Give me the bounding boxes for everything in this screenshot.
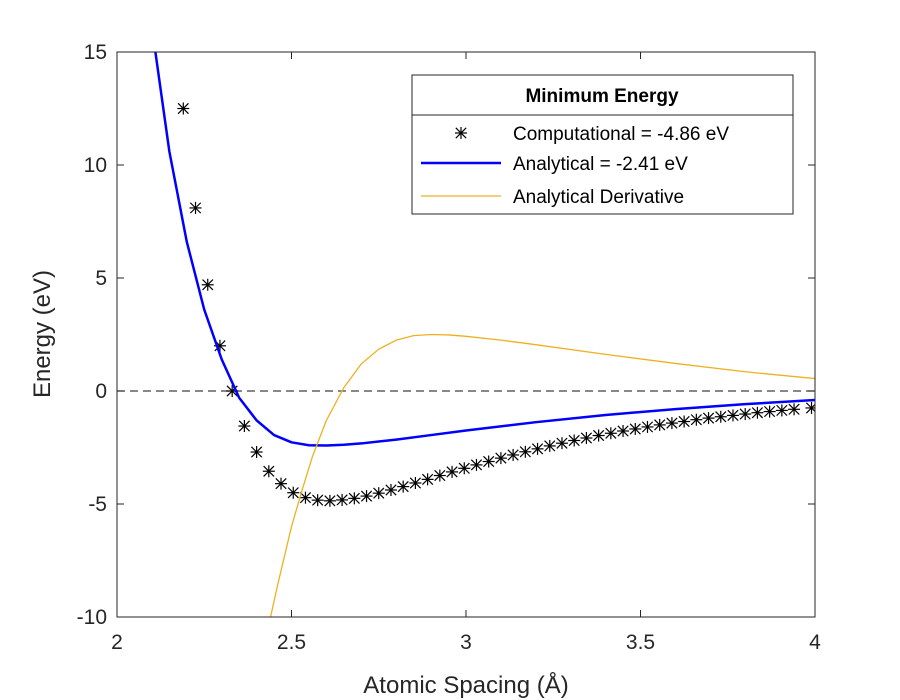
computational-data-point bbox=[189, 201, 202, 214]
computational-data-point bbox=[384, 483, 397, 496]
computational-data-point bbox=[714, 410, 727, 423]
computational-data-point bbox=[665, 417, 678, 430]
y-tick-label: -10 bbox=[77, 606, 107, 629]
legend-label-computational: Computational = -4.86 eV bbox=[513, 124, 729, 145]
computational-data-point bbox=[177, 102, 190, 115]
computational-data-point bbox=[629, 422, 642, 435]
computational-data-point bbox=[397, 480, 410, 493]
computational-data-point bbox=[201, 278, 214, 291]
computational-data-point bbox=[543, 439, 556, 452]
computational-data-point bbox=[641, 420, 654, 433]
computational-data-point bbox=[494, 452, 507, 465]
computational-data-point bbox=[433, 469, 446, 482]
computational-data-point bbox=[751, 406, 764, 419]
computational-data-point bbox=[653, 418, 666, 431]
computational-data-point bbox=[604, 427, 617, 440]
x-tick-label: 2.5 bbox=[277, 631, 306, 654]
computational-data-point bbox=[592, 429, 605, 442]
computational-data-point bbox=[580, 432, 593, 445]
computational-data-point bbox=[507, 448, 520, 461]
x-tick-label: 4 bbox=[809, 631, 821, 654]
y-axis-label: Energy (eV) bbox=[29, 270, 56, 398]
y-tick-label: 10 bbox=[84, 154, 107, 177]
y-tick-label: 15 bbox=[84, 41, 107, 64]
y-tick-label: 0 bbox=[95, 380, 107, 403]
legend: Minimum Energy Computational = -4.86 eV … bbox=[411, 74, 794, 215]
series-2 bbox=[269, 333, 815, 617]
y-tick-label: -5 bbox=[88, 493, 107, 516]
computational-data-point bbox=[739, 408, 752, 421]
computational-data-point bbox=[458, 462, 471, 475]
computational-data-point bbox=[421, 473, 434, 486]
computational-data-point bbox=[336, 493, 349, 506]
computational-data-point bbox=[348, 492, 361, 505]
legend-asterisk-marker bbox=[455, 127, 467, 139]
computational-data-point bbox=[482, 455, 495, 468]
computational-data-point bbox=[372, 487, 385, 500]
computational-data-point bbox=[323, 494, 336, 507]
computational-data-point bbox=[690, 413, 703, 426]
computational-data-point bbox=[568, 434, 581, 447]
x-tick-label: 2 bbox=[111, 631, 123, 654]
legend-title: Minimum Energy bbox=[525, 86, 679, 107]
analytical-energy-line bbox=[154, 52, 815, 447]
computational-data-point bbox=[519, 445, 532, 458]
axes-layer: 2 2.5 3 3.5 4 -10 -5 0 5 10 15 bbox=[77, 41, 822, 654]
computational-data-point bbox=[470, 458, 483, 471]
computational-data-point bbox=[775, 404, 788, 417]
computational-data-point bbox=[262, 465, 275, 478]
series-layer bbox=[154, 52, 815, 617]
computational-data-point bbox=[763, 405, 776, 418]
computational-data-point bbox=[311, 494, 324, 507]
x-tick-label: 3 bbox=[460, 631, 472, 654]
y-tick-label: 5 bbox=[95, 267, 107, 290]
computational-data-point bbox=[702, 412, 715, 425]
computational-data-point bbox=[287, 486, 300, 499]
computational-data-point bbox=[805, 401, 815, 414]
computational-data-point bbox=[299, 491, 312, 504]
computational-data-point bbox=[250, 446, 263, 459]
legend-label-derivative: Analytical Derivative bbox=[513, 187, 684, 208]
legend-entry-analytical: Analytical = -2.41 eV bbox=[421, 154, 688, 175]
computational-data-point bbox=[213, 339, 226, 352]
legend-label-analytical: Analytical = -2.41 eV bbox=[513, 154, 688, 175]
computational-data-point bbox=[360, 490, 373, 503]
computational-data-point bbox=[275, 477, 288, 490]
computational-data-point bbox=[678, 415, 691, 428]
computational-data-point bbox=[409, 476, 422, 489]
computational-data-point bbox=[555, 437, 568, 450]
computational-data-point bbox=[238, 420, 251, 433]
series-1 bbox=[154, 52, 815, 447]
computational-data-point bbox=[788, 403, 801, 416]
computational-data-point bbox=[446, 465, 459, 478]
analytical-derivative-line bbox=[269, 333, 815, 617]
legend-entry-derivative: Analytical Derivative bbox=[421, 187, 684, 208]
computational-data-point bbox=[531, 442, 544, 455]
legend-box bbox=[411, 74, 794, 215]
x-tick-label: 3.5 bbox=[626, 631, 655, 654]
legend-entry-computational: Computational = -4.86 eV bbox=[455, 124, 729, 145]
x-axis-label: Atomic Spacing (Å) bbox=[363, 671, 568, 699]
computational-data-point bbox=[726, 409, 739, 422]
computational-data-point bbox=[617, 425, 630, 438]
